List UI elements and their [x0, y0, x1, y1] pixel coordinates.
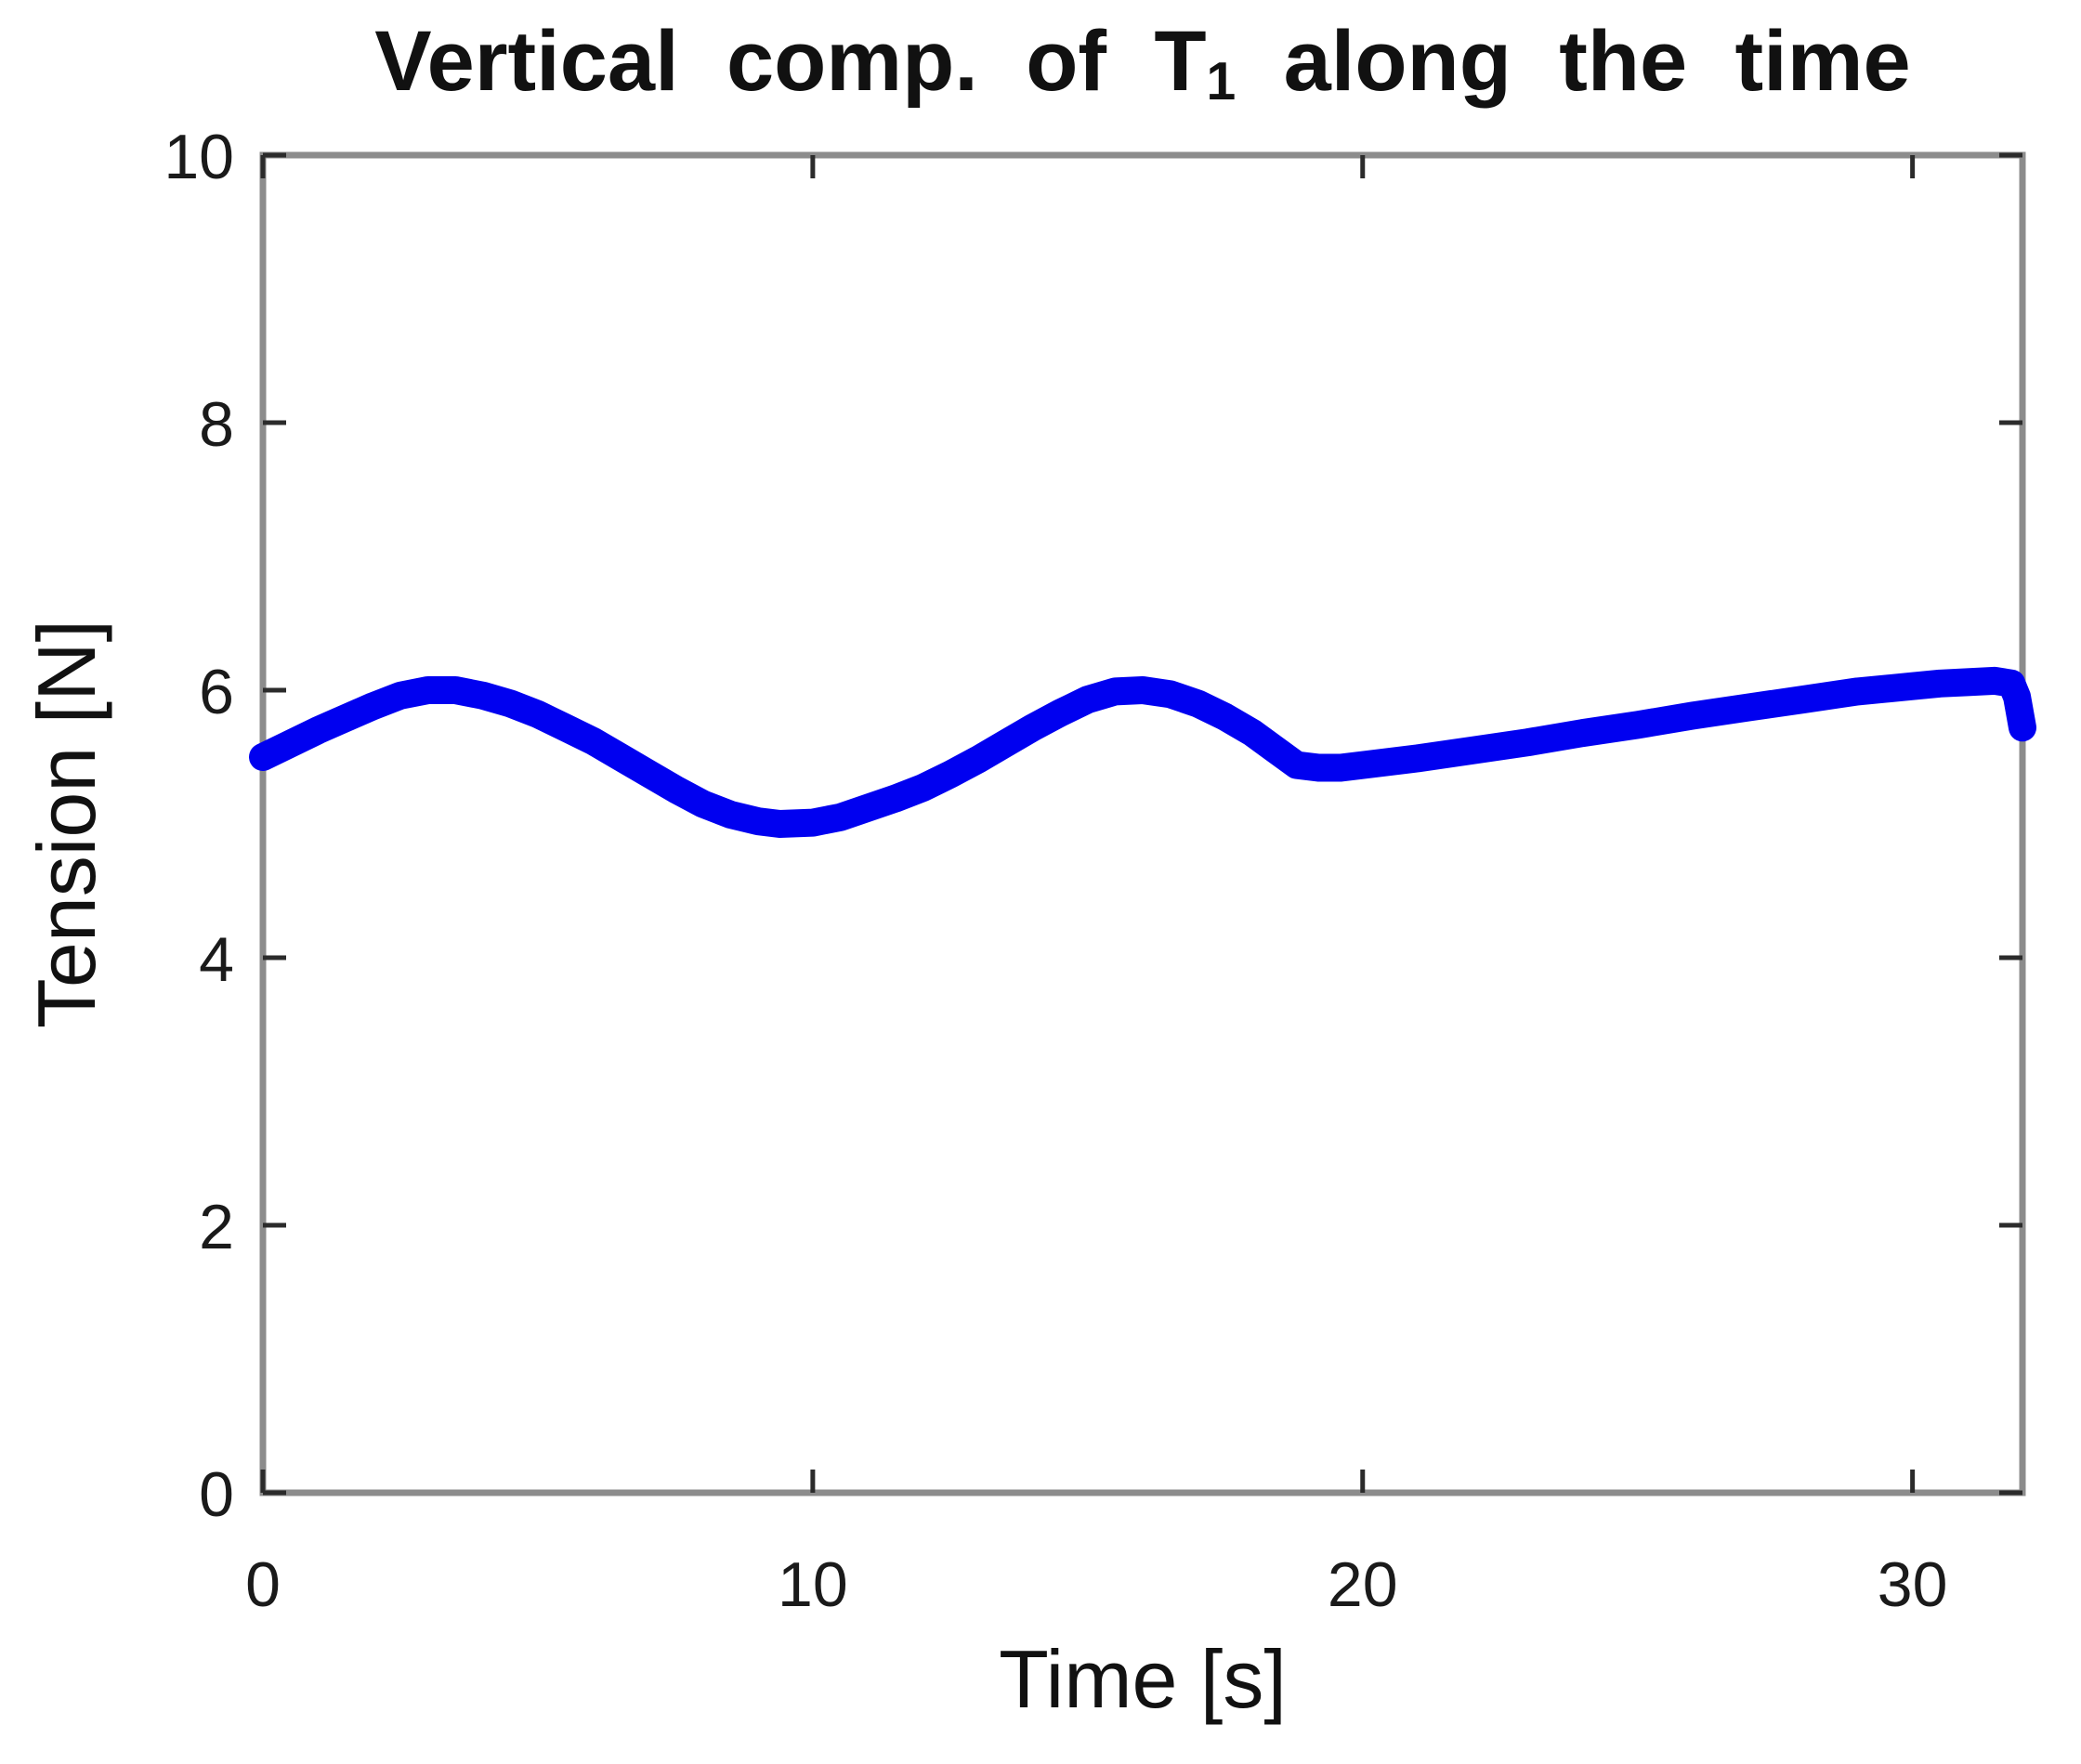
x-tick-label: 10 [778, 1549, 848, 1620]
x-tick-label: 20 [1328, 1549, 1398, 1620]
chart-title-main: Vertical comp. of T [374, 14, 1207, 109]
y-tick-label: 0 [199, 1459, 234, 1530]
y-tick-label: 6 [199, 657, 234, 727]
chart-title: Vertical comp. of T1 along the time [263, 13, 2022, 111]
y-axis-label: Tension [N] [20, 619, 112, 1029]
y-tick-label: 10 [164, 122, 234, 192]
x-axis-label: Time [s] [999, 1633, 1287, 1725]
y-tick-label: 2 [199, 1192, 234, 1262]
tension-curve [249, 666, 2036, 838]
chart-title-subscript: 1 [1206, 52, 1237, 112]
x-tick-label: 0 [245, 1549, 281, 1620]
plot-frame [259, 151, 2026, 1496]
y-tick-label: 8 [199, 389, 234, 460]
chart-title-tail: along the time [1236, 14, 1911, 109]
x-tick-label: 30 [1878, 1549, 1948, 1620]
y-tick-label: 4 [199, 924, 234, 995]
